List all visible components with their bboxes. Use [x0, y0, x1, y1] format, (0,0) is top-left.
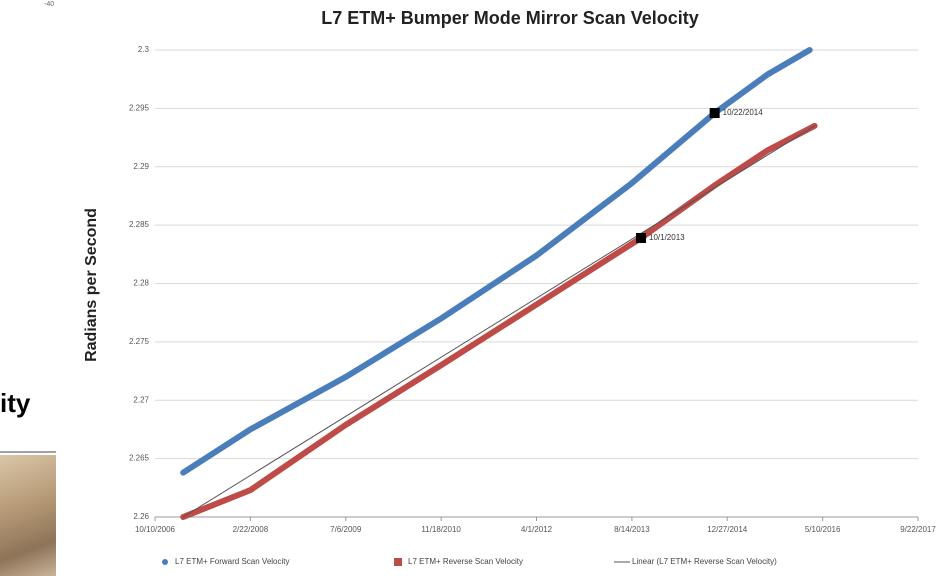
x-tick-label: 5/10/2016 — [805, 525, 841, 534]
x-tick-label: 10/10/2006 — [135, 525, 176, 534]
chart-background — [58, 0, 947, 576]
y-tick-label: 2.285 — [129, 220, 150, 229]
y-tick-label: 2.265 — [129, 454, 150, 463]
series-line — [180, 47, 813, 476]
legend-label: L7 ETM+ Reverse Scan Velocity — [408, 557, 523, 566]
legend-label: Linear (L7 ETM+ Reverse Scan Velocity) — [632, 557, 777, 566]
annotation-marker — [709, 108, 720, 119]
legend-label: L7 ETM+ Forward Scan Velocity — [175, 557, 290, 566]
y-tick-label: 2.295 — [129, 103, 150, 112]
chart-title: L7 ETM+ Bumper Mode Mirror Scan Velocity — [321, 8, 699, 28]
fragment-heading: ity — [0, 388, 31, 418]
legend-marker — [162, 559, 168, 565]
photo-fragment — [0, 455, 56, 576]
y-tick-label: 2.28 — [133, 279, 149, 288]
x-tick-label: 7/6/2009 — [330, 525, 362, 534]
x-tick-label: 11/18/2010 — [421, 525, 461, 534]
x-tick-label: 4/1/2012 — [521, 525, 553, 534]
y-tick-label: 2.3 — [138, 45, 150, 54]
x-tick-label: 8/14/2013 — [614, 525, 650, 534]
annotation-label: 10/22/2014 — [723, 108, 764, 117]
y-tick-label: 2.27 — [133, 395, 149, 404]
fragment-text: -40 — [44, 1, 54, 8]
x-tick-label: 12/27/2014 — [707, 525, 748, 534]
annotation-label: 10/1/2013 — [649, 233, 685, 242]
x-tick-label: 9/22/2017 — [900, 525, 936, 534]
x-tick-label: 2/22/2008 — [233, 525, 269, 534]
y-tick-label: 2.26 — [133, 512, 149, 521]
annotation-marker — [636, 232, 647, 243]
y-tick-label: 2.29 — [133, 162, 149, 171]
series-line — [180, 122, 818, 520]
series-line — [182, 125, 816, 518]
y-tick-label: 2.275 — [129, 337, 150, 346]
y-axis-label: Radians per Second — [83, 208, 100, 362]
legend-marker — [394, 558, 402, 566]
